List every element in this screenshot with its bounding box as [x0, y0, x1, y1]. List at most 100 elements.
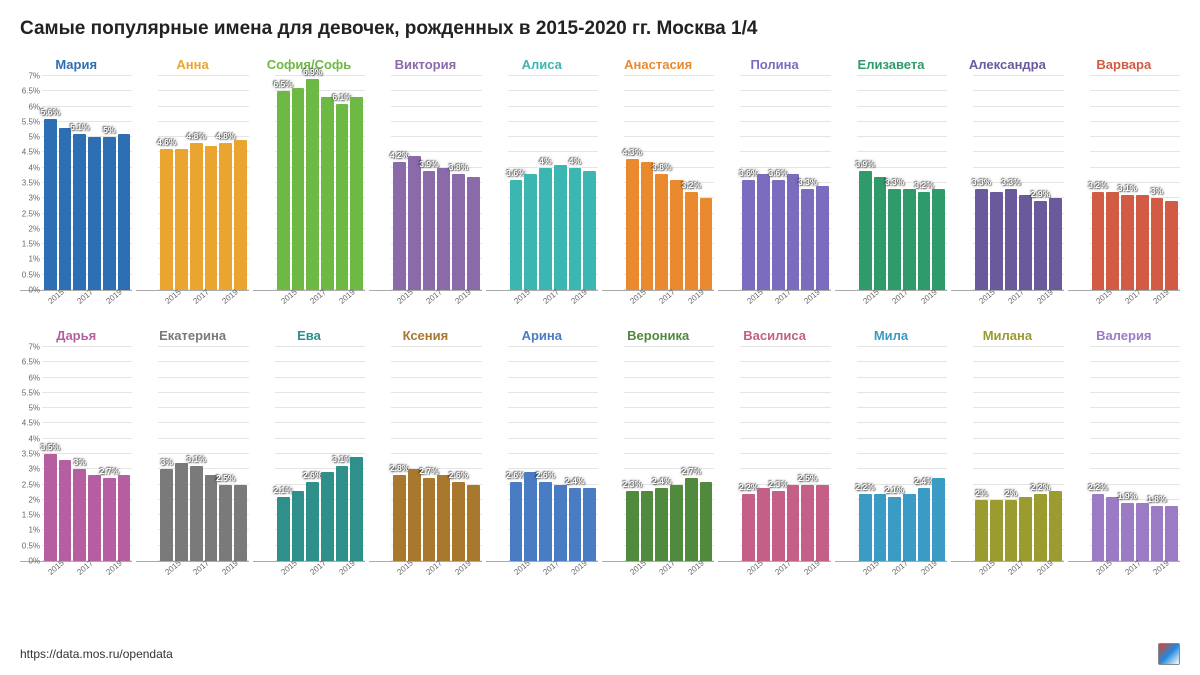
bar-value-label: 5.6%: [41, 107, 60, 117]
chart-area: 2.6% 2.6% 2.4%: [486, 347, 598, 562]
y-tick-label: 3.5%: [22, 450, 40, 459]
bar-value-label: 2.3%: [623, 479, 642, 489]
logo-icon: [1158, 643, 1180, 665]
bar: [641, 162, 654, 290]
bar: 2.1%: [277, 497, 290, 561]
bar: [903, 189, 916, 290]
x-tick-label: 2017: [192, 558, 211, 576]
x-tick-label: 2015: [512, 558, 531, 576]
bars-container: 3.9%3.3%3.2%: [859, 76, 945, 290]
bar-value-label: 2.7%: [682, 466, 701, 476]
chart-panel: Елизавета3.9%3.3%3.2%201520172019: [835, 54, 947, 319]
bar: 2.1%: [888, 497, 901, 561]
bar: [292, 491, 305, 561]
bar: [816, 485, 829, 561]
bar: [408, 469, 421, 561]
bars-container: 4.6%4.8%4.8%: [160, 76, 246, 290]
x-axis: 201520172019: [20, 291, 132, 319]
x-tick-label: 2019: [221, 287, 240, 305]
x-tick-label: 2017: [774, 558, 793, 576]
bar: 3.5%: [44, 454, 57, 561]
bar-value-label: 3.3%: [1001, 177, 1020, 187]
bar: [757, 174, 770, 290]
bar: 2.2%: [742, 494, 755, 561]
chart-area: 3.3%3.3%2.9%: [951, 76, 1063, 291]
bar: 4%: [569, 168, 582, 290]
bar-value-label: 6.1%: [332, 92, 351, 102]
bar-value-label: 2.8%: [390, 463, 409, 473]
bar: 2.4%: [569, 488, 582, 561]
x-tick-label: 2015: [978, 558, 997, 576]
bar: 3.9%: [423, 171, 436, 290]
panel-title: Валерия: [1068, 325, 1180, 347]
bar-value-label: 3.1%: [1118, 183, 1137, 193]
bar: [787, 174, 800, 290]
bar: 4.8%: [190, 143, 203, 290]
bar-value-label: 2.4%: [652, 476, 671, 486]
x-tick-label: 2019: [1035, 287, 1054, 305]
x-tick-label: 2015: [396, 287, 415, 305]
bar-value-label: 2.6%: [449, 470, 468, 480]
chart-panel: Ксения 2.8% 2.7% 2.6% 201520172019: [369, 325, 481, 590]
bar: [1165, 201, 1178, 290]
x-tick-label: 2019: [919, 558, 938, 576]
panel-title: Мила: [835, 325, 947, 347]
x-tick-label: 2015: [1094, 558, 1113, 576]
y-tick-label: 2.5%: [22, 480, 40, 489]
bar-value-label: 2.6%: [506, 470, 525, 480]
bar: 2.7%: [423, 478, 436, 561]
y-tick-label: 4%: [28, 163, 40, 172]
bar: 3.2%: [685, 192, 698, 290]
bar: [437, 168, 450, 290]
bar-value-label: 3.1%: [187, 454, 206, 464]
bar: 3.3%: [888, 189, 901, 290]
bar: 2.6%: [510, 482, 523, 561]
bar: [1165, 506, 1178, 561]
bar: [1136, 195, 1149, 290]
chart-area: 3.9%3.3%3.2%: [835, 76, 947, 291]
bars-container: 3.3%3.3%2.9%: [975, 76, 1061, 290]
chart-area: 3%3.1%2.5%: [136, 347, 248, 562]
bars-container: 2.2%1.9%1.8%: [1092, 347, 1178, 561]
x-tick-label: 2017: [1007, 558, 1026, 576]
x-tick-label: 2017: [657, 558, 676, 576]
y-tick-label: 4.5%: [22, 419, 40, 428]
bar: [874, 177, 887, 290]
y-tick-label: 5%: [28, 404, 40, 413]
bar-value-label: 2.6%: [536, 470, 555, 480]
chart-panel: Вероника2.3%2.4%2.7%201520172019: [602, 325, 714, 590]
x-tick-label: 2017: [774, 287, 793, 305]
bar-value-label: 1.8%: [1147, 494, 1166, 504]
bar: 3.3%: [801, 189, 814, 290]
panel-title: Александра: [951, 54, 1063, 76]
x-axis: 201520172019: [20, 562, 132, 590]
x-tick-label: 2019: [803, 287, 822, 305]
x-axis: 201520172019: [835, 291, 947, 319]
y-tick-label: 6.5%: [22, 87, 40, 96]
x-axis: 201520172019: [369, 562, 481, 590]
bar: [757, 488, 770, 561]
y-tick-label: 2%: [28, 224, 40, 233]
bar: [59, 128, 72, 290]
bar: [175, 149, 188, 290]
bar: 3.6%: [510, 180, 523, 290]
bar-value-label: 2%: [975, 488, 987, 498]
x-tick-label: 2017: [1123, 287, 1142, 305]
bars-container: 5.6%5.1%5%: [44, 76, 130, 290]
panel-title: Ксения: [369, 325, 481, 347]
y-tick-label: 4%: [28, 434, 40, 443]
bar-value-label: 3.3%: [885, 177, 904, 187]
bar-value-label: 3.2%: [682, 180, 701, 190]
bar: [641, 491, 654, 561]
bar: 2.6%: [539, 482, 552, 561]
bar: [1136, 503, 1149, 561]
x-tick-label: 2019: [337, 558, 356, 576]
bar: 2%: [975, 500, 988, 561]
bar: 3.8%: [452, 174, 465, 290]
y-tick-label: 1.5%: [22, 240, 40, 249]
bar: 6.5%: [277, 91, 290, 290]
bars-container: 3.5%3%2.7%: [44, 347, 130, 561]
bar: 2.7%: [103, 478, 116, 561]
bar: [467, 485, 480, 561]
panel-title: Василиса: [718, 325, 830, 347]
